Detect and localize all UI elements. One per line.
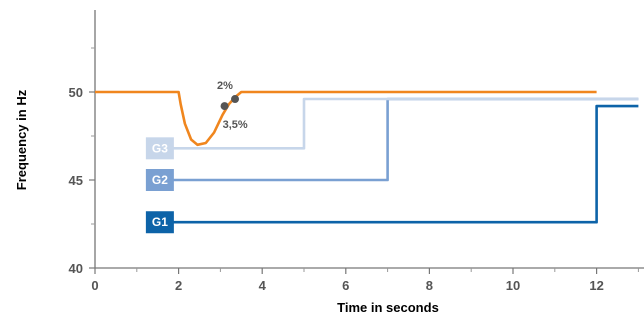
x-tick-label: 2 (175, 278, 182, 293)
axes (94, 10, 644, 269)
series-label-g2: G2 (152, 173, 168, 187)
labels-layer: G3 G2 G1 (145, 137, 174, 234)
y-tick-label: 50 (69, 85, 83, 100)
series-line-g1 (161, 104, 639, 224)
series-line-g3 (161, 97, 639, 150)
x-tick-label: 10 (506, 278, 520, 293)
series-label-g3: G3 (152, 141, 168, 155)
x-tick-label: 12 (589, 278, 603, 293)
x-tick-label: 0 (91, 278, 98, 293)
series-label-box-g2 (145, 169, 174, 191)
markers-layer: 3,5% 2% (217, 80, 248, 131)
series-label-box-g3 (145, 137, 174, 160)
marker-point (220, 102, 229, 111)
x-axis-title: Time in seconds (337, 300, 439, 315)
ticks: 0 2 4 6 8 10 12 40 45 50 (69, 47, 639, 293)
series-layer (95, 90, 639, 224)
series-line-g2 (161, 97, 639, 182)
x-tick-label: 8 (426, 278, 433, 293)
y-axis-title-group: Frequency in Hz (14, 89, 29, 190)
x-tick-label: 4 (259, 278, 267, 293)
y-axis-title: Frequency in Hz (14, 89, 29, 190)
y-tick-label: 40 (69, 261, 83, 276)
x-tick-label: 6 (342, 278, 349, 293)
series-label-g1: G1 (152, 215, 168, 229)
marker-label: 3,5% (223, 119, 248, 131)
marker-point (231, 95, 240, 104)
series-label-box-g1 (145, 211, 174, 234)
marker-label: 2% (217, 80, 233, 92)
y-tick-label: 45 (69, 173, 83, 188)
